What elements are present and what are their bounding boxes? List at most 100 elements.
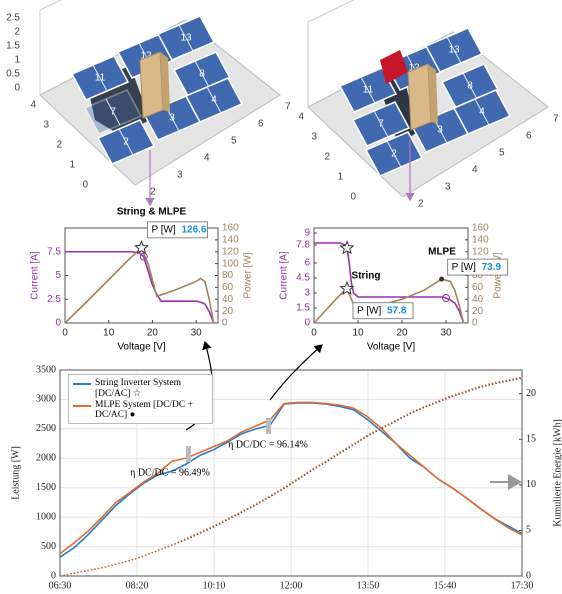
y2-tick-label: 40 xyxy=(472,294,484,305)
y2-tick-label: 140 xyxy=(472,235,489,246)
y-tick-label: 0 xyxy=(82,180,88,191)
legend-label: String Inverter System [DC/AC] ☆ xyxy=(95,378,208,399)
figure-canvas: 1112137823400.511.522.501234234567111213… xyxy=(0,0,562,594)
y2-axis-label: Power [W] xyxy=(243,252,254,298)
legend: String Inverter System [DC/AC] ☆MLPE Sys… xyxy=(68,374,213,424)
x-tick-label: 4 xyxy=(472,165,478,176)
x-tick-label: 2 xyxy=(150,187,156,198)
y2-tick-label: 100 xyxy=(222,258,239,269)
y-tick-label: 3 xyxy=(43,120,49,131)
y-tick-label: 7.5 xyxy=(47,246,61,257)
y2-tick-label: 120 xyxy=(222,246,239,257)
x-tick-label: 08:20 xyxy=(126,580,149,591)
y2-tick-label: 60 xyxy=(222,282,234,293)
y2-tick-label: 15 xyxy=(526,434,536,445)
module-label: 13 xyxy=(180,33,192,44)
x-tick-label: 17:30 xyxy=(511,580,534,591)
chart-title: String & MLPE xyxy=(117,207,187,218)
y-tick-label: 3000 xyxy=(36,394,56,405)
x-axis-label: Voltage [V] xyxy=(367,342,416,353)
x-tick-label: 06:30 xyxy=(49,580,72,591)
x-tick-label: 13:50 xyxy=(357,580,380,591)
x-tick-label: 0 xyxy=(62,328,68,339)
annotation: η DC/DC = 96.14% xyxy=(228,439,308,450)
chimney xyxy=(140,52,163,118)
z-tick-label: 0 xyxy=(14,83,20,94)
module-label: 8 xyxy=(199,69,205,80)
x-tick-label: 5 xyxy=(499,148,505,159)
datatip-value: 126.6 xyxy=(182,224,207,235)
legend-entry: MLPE System [DC/DC + DC/AC] ● xyxy=(73,400,208,420)
module-label: 11 xyxy=(363,85,374,96)
y-tick-label: 7.8 xyxy=(296,240,310,251)
y2-axis-label: Kumulierte Energie [kWh] xyxy=(552,419,562,527)
datatip-label: P [W] xyxy=(152,224,176,235)
y-tick-label: 3 xyxy=(304,288,310,299)
y-tick-label: 1000 xyxy=(36,511,56,522)
y-tick-label: 1 xyxy=(337,172,343,183)
x-tick-label: 30 xyxy=(191,328,203,339)
module-label: 4 xyxy=(479,107,485,118)
dot-marker xyxy=(439,277,444,282)
y-axis-label: Current [A] xyxy=(279,251,290,300)
y-tick-label: 3 xyxy=(311,132,317,143)
y2-tick-label: 60 xyxy=(472,282,484,293)
datatip-value: 73.9 xyxy=(482,262,502,273)
y-tick-label: 0 xyxy=(55,318,61,329)
y-tick-label: 0 xyxy=(350,192,356,203)
x-tick-label: 2 xyxy=(418,199,424,210)
y-tick-label: 1.5 xyxy=(296,303,310,314)
y-tick-label: 3500 xyxy=(36,364,56,375)
module-label: 7 xyxy=(378,119,384,130)
z-tick-label: 2.5 xyxy=(6,13,20,24)
module-label: 13 xyxy=(448,45,460,56)
x-tick-label: 20 xyxy=(147,328,159,339)
series-line xyxy=(65,248,214,323)
x-tick-label: 6 xyxy=(258,119,264,130)
y2-tick-label: 40 xyxy=(222,294,234,305)
y-tick-label: 2500 xyxy=(36,423,56,434)
y-tick-label: 5 xyxy=(55,270,61,281)
figure: 1112137823400.511.522.501234234567111213… xyxy=(0,0,562,594)
y2-tick-label: 20 xyxy=(472,306,484,317)
datatip-value: 57.8 xyxy=(387,305,407,316)
x-tick-label: 15:40 xyxy=(434,580,457,591)
module-label: 3 xyxy=(437,125,443,136)
x-tick-label: 5 xyxy=(231,136,237,147)
datatip-label: P [W] xyxy=(452,262,476,273)
chimney xyxy=(408,64,431,130)
x-axis-label: Voltage [V] xyxy=(117,342,166,353)
legend-swatch xyxy=(73,405,91,407)
y-tick-label: 2000 xyxy=(36,453,56,464)
annotation: MLPE xyxy=(428,247,456,258)
module-label: 8 xyxy=(467,81,473,92)
module-label: 7 xyxy=(110,107,116,118)
annotation: String xyxy=(352,271,381,282)
x-tick-label: 7 xyxy=(553,114,559,125)
y2-tick-label: 10 xyxy=(526,479,536,490)
z-tick-label: 1.5 xyxy=(6,41,20,52)
y-tick-label: 2 xyxy=(324,152,330,163)
z-tick-label: 0.5 xyxy=(6,69,20,80)
module-label: 3 xyxy=(169,113,175,124)
legend-swatch xyxy=(73,383,91,385)
y-tick-label: 4 xyxy=(30,100,36,111)
y-tick-label: 0 xyxy=(304,318,310,329)
x-tick-label: 3 xyxy=(445,182,451,193)
y-tick-label: 2 xyxy=(56,140,62,151)
y-tick-label: 1 xyxy=(69,160,75,171)
x-tick-label: 4 xyxy=(204,153,210,164)
y2-tick-label: 120 xyxy=(472,246,489,257)
efficiency-gap xyxy=(266,418,271,434)
z-tick-label: 2 xyxy=(14,27,20,38)
x-tick-label: 0 xyxy=(311,328,317,339)
efficiency-gap xyxy=(186,446,191,462)
y-tick-label: 4 xyxy=(298,112,304,123)
series-line xyxy=(65,252,214,323)
y2-tick-label: 0 xyxy=(222,318,228,329)
module-label: 11 xyxy=(95,73,106,84)
y2-tick-label: 160 xyxy=(472,223,489,234)
x-tick-label: 3 xyxy=(177,170,183,181)
